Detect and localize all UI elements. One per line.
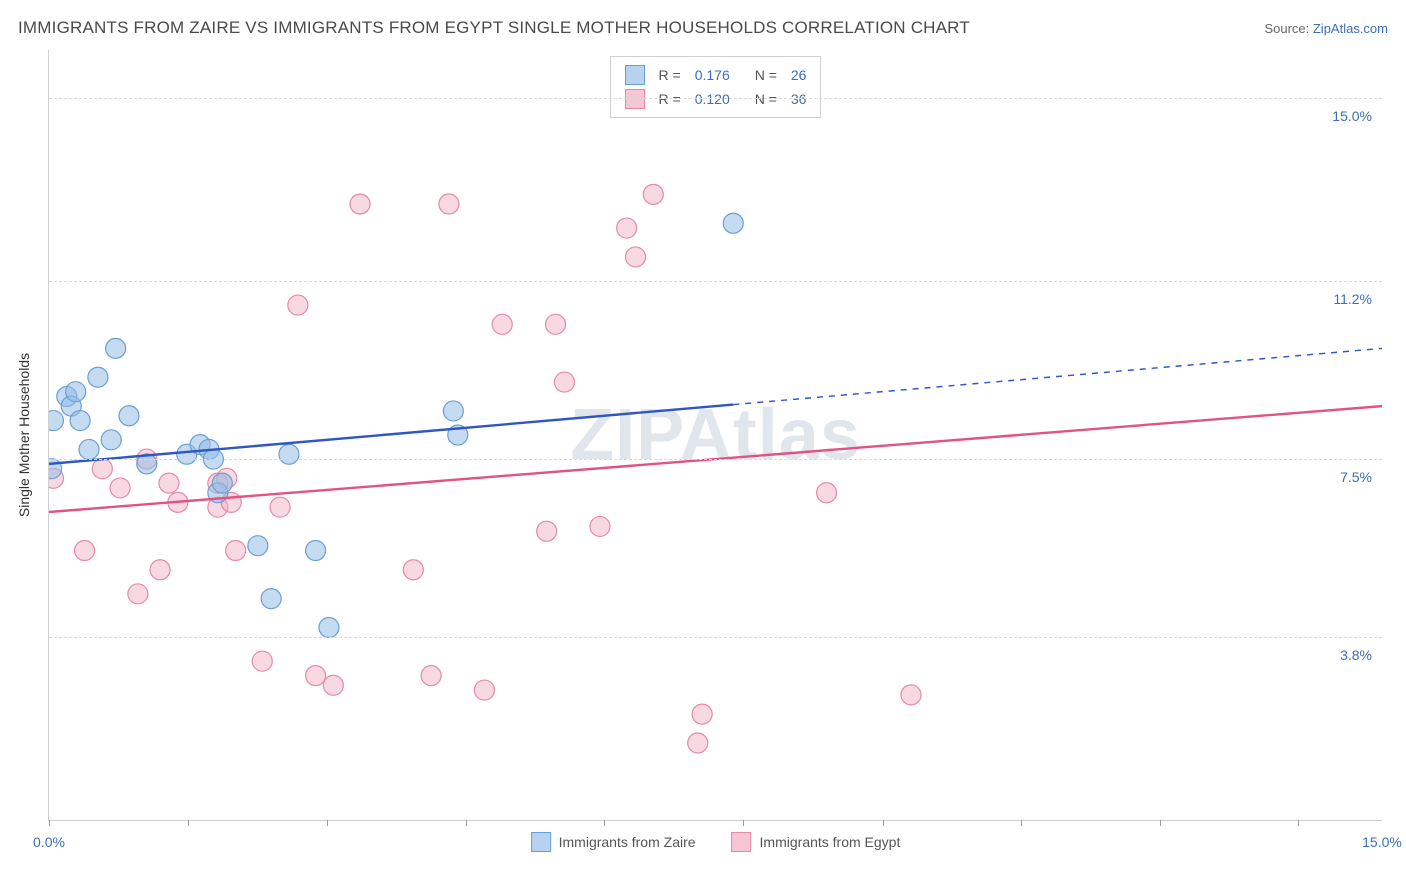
scatter-point [554,372,574,392]
legend-swatch [531,832,551,852]
scatter-point [248,536,268,556]
scatter-point [350,194,370,214]
scatter-point [261,589,281,609]
grid-line [49,637,1382,638]
grid-line [49,281,1382,282]
x-tick [743,820,744,826]
scatter-point [306,541,326,561]
source-link[interactable]: ZipAtlas.com [1313,21,1388,36]
x-tick [49,820,50,826]
scatter-point [626,247,646,267]
y-tick-label: 3.8% [1340,647,1372,663]
scatter-point [306,666,326,686]
scatter-point [901,685,921,705]
scatter-point [110,478,130,498]
scatter-point [692,704,712,724]
legend-series-label: Immigrants from Zaire [559,834,696,850]
scatter-point [252,651,272,671]
x-tick [1160,820,1161,826]
scatter-point [270,497,290,517]
legend-bottom-item: Immigrants from Zaire [531,832,696,852]
y-axis-title: Single Mother Households [16,285,32,585]
scatter-point [403,560,423,580]
legend-series-label: Immigrants from Egypt [760,834,901,850]
y-tick-label: 11.2% [1333,291,1372,307]
scatter-point [150,560,170,580]
scatter-point [49,411,63,431]
legend-bottom: Immigrants from Zaire Immigrants from Egy… [531,832,901,852]
scatter-point [688,733,708,753]
scatter-point [319,618,339,638]
scatter-point [537,521,557,541]
scatter-point [88,367,108,387]
x-tick [327,820,328,826]
source-prefix: Source: [1264,21,1312,36]
x-tick [604,820,605,826]
scatter-point [643,184,663,204]
scatter-point [79,439,99,459]
title-row: IMMIGRANTS FROM ZAIRE VS IMMIGRANTS FROM… [18,18,1388,38]
source-label: Source: ZipAtlas.com [1264,21,1388,36]
scatter-point [474,680,494,700]
scatter-point [439,194,459,214]
scatter-point [75,541,95,561]
scatter-point [617,218,637,238]
x-tick [1021,820,1022,826]
x-tick [883,820,884,826]
scatter-point [323,675,343,695]
plot-svg [49,50,1382,820]
y-axis-label-wrap: Single Mother Households [0,0,48,820]
grid-line [49,459,1382,460]
scatter-point [226,541,246,561]
scatter-point [492,314,512,334]
scatter-point [212,473,232,493]
scatter-point [119,406,139,426]
x-tick [1298,820,1299,826]
scatter-point [546,314,566,334]
grid-line [49,98,1382,99]
regression-line-dashed [733,348,1382,404]
scatter-point [817,483,837,503]
scatter-point [590,516,610,536]
scatter-point [66,382,86,402]
legend-bottom-item: Immigrants from Egypt [732,832,901,852]
scatter-point [101,430,121,450]
scatter-point [70,411,90,431]
legend-swatch [732,832,752,852]
scatter-point [288,295,308,315]
y-tick-label: 7.5% [1340,469,1372,485]
x-tick-label-right: 15.0% [1362,834,1402,850]
scatter-point [279,444,299,464]
scatter-point [106,338,126,358]
chart-title: IMMIGRANTS FROM ZAIRE VS IMMIGRANTS FROM… [18,18,970,38]
regression-line [49,405,733,464]
x-tick [466,820,467,826]
x-tick [188,820,189,826]
chart-plot-area: ZIPAtlas R =0.176N =26R =0.120N =36 Immi… [48,50,1382,821]
x-tick-label-left: 0.0% [33,834,65,850]
y-tick-label: 15.0% [1332,108,1372,124]
scatter-point [443,401,463,421]
scatter-point [92,459,112,479]
scatter-point [128,584,148,604]
scatter-point [159,473,179,493]
scatter-point [723,213,743,233]
chart-container: IMMIGRANTS FROM ZAIRE VS IMMIGRANTS FROM… [0,0,1406,892]
scatter-point [421,666,441,686]
